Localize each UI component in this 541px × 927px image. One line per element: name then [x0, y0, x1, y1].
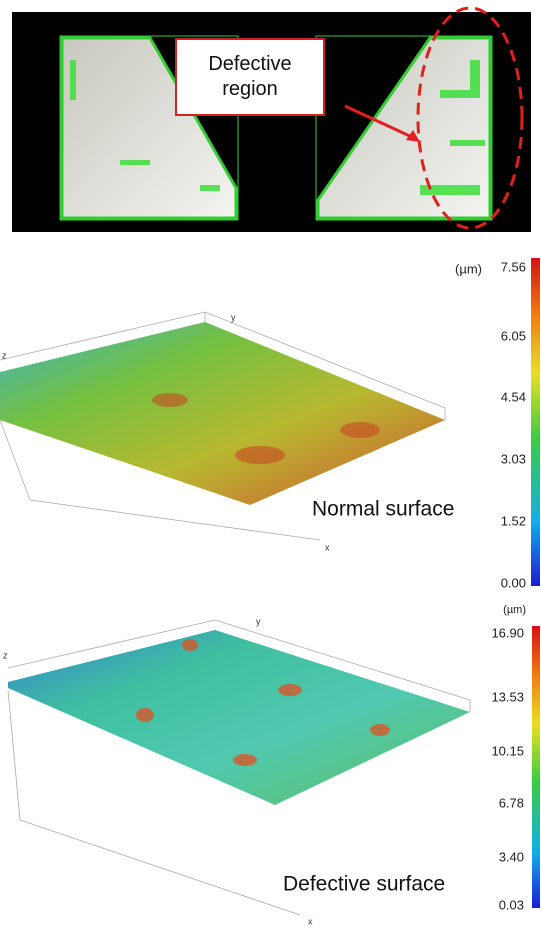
figure: y z x (µm) 7.56 6.05 4.54 3.03 1.52 0.00… [0, 0, 541, 927]
colorbar [531, 258, 540, 586]
colorbar-label: 0.00 [501, 575, 526, 590]
axis-label: x [325, 542, 330, 552]
axis-label: z [2, 350, 7, 360]
figure-graphics: y z x (µm) 7.56 6.05 4.54 3.03 1.52 0.00… [0, 0, 541, 927]
colorbar-label: 13.53 [491, 689, 524, 704]
callout: Defective region [175, 38, 325, 116]
caption: Defective surface [283, 873, 445, 896]
colorbar-unit: (µm) [503, 604, 526, 616]
colorbar-label: 3.03 [501, 451, 526, 466]
caption: Normal surface [312, 498, 454, 521]
axis-label: y [256, 616, 261, 626]
colorbar [532, 626, 540, 908]
colorbar-label: 6.78 [499, 795, 524, 810]
axis-label: z [3, 650, 8, 660]
colorbar-unit: (µm) [455, 261, 482, 276]
surface-normal [0, 322, 445, 505]
colorbar-label: 10.15 [491, 743, 524, 758]
colorbar-label: 16.90 [491, 625, 524, 640]
colorbar-label: 6.05 [501, 328, 526, 343]
axis-label: x [308, 916, 313, 926]
colorbar-label: 3.40 [499, 849, 524, 864]
surface-defective [8, 630, 470, 805]
axis-label: y [231, 312, 236, 322]
colorbar-label: 0.03 [499, 897, 524, 912]
colorbar-label: 7.56 [501, 259, 526, 274]
colorbar-label: 4.54 [501, 389, 526, 404]
colorbar-label: 1.52 [501, 513, 526, 528]
